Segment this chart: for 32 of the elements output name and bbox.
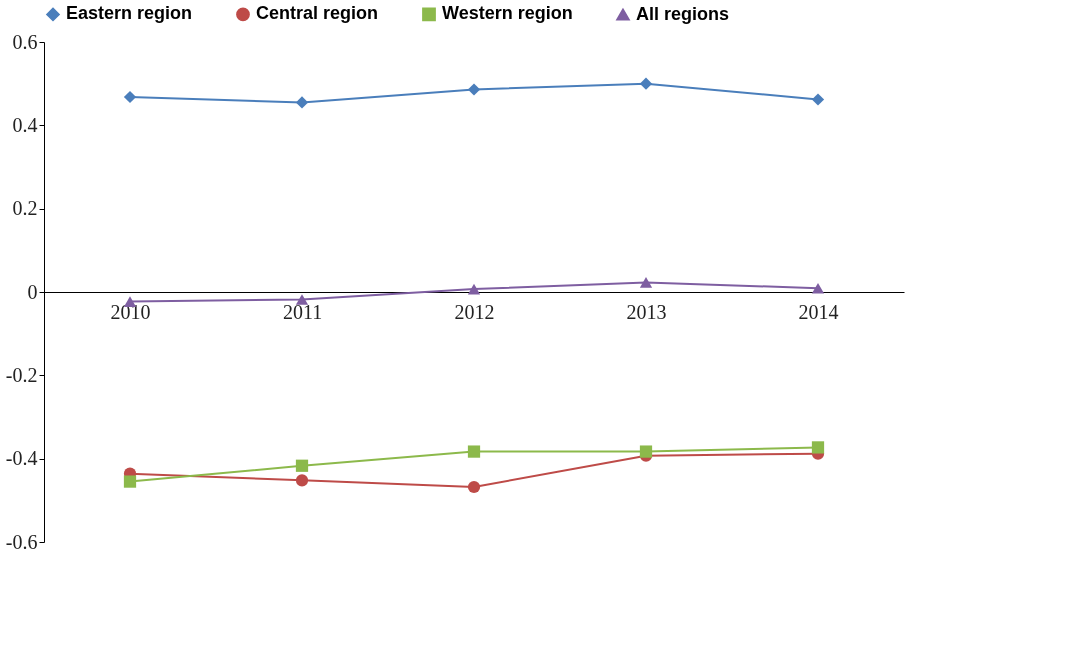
point: [639, 277, 653, 288]
point: [295, 459, 309, 472]
point: [467, 445, 481, 458]
legend-label: All regions: [636, 3, 730, 24]
y-tick-label: 0: [27, 280, 38, 303]
point: [639, 77, 653, 90]
x-tick-label: 2010: [110, 300, 151, 323]
x-tick-label: 2014: [798, 300, 839, 323]
y-tick-label: -0.6: [5, 530, 38, 553]
point: [295, 294, 309, 305]
legend-label: Central region: [256, 3, 379, 24]
y-tick-label: 0.2: [12, 197, 38, 220]
x-tick-label: 2013: [626, 300, 667, 323]
point: [123, 475, 137, 488]
legend-label: Eastern region: [66, 3, 193, 24]
x-tick-label: 2011: [282, 300, 323, 323]
point: [467, 480, 481, 494]
y-tick-label: 0.4: [12, 113, 38, 136]
point: [639, 445, 653, 458]
y-tick-label: 0.6: [12, 30, 38, 53]
point: [811, 441, 825, 454]
point: [811, 93, 825, 106]
point: [811, 282, 825, 294]
point: [467, 83, 481, 96]
point: [467, 283, 481, 295]
y-tick-label: -0.4: [5, 447, 38, 470]
legend-label: Western region: [442, 3, 573, 24]
point: [295, 96, 309, 109]
x-tick-label: 2012: [454, 300, 495, 323]
point: [295, 474, 309, 487]
point: [123, 90, 137, 104]
y-tick-label: -0.2: [5, 363, 38, 386]
